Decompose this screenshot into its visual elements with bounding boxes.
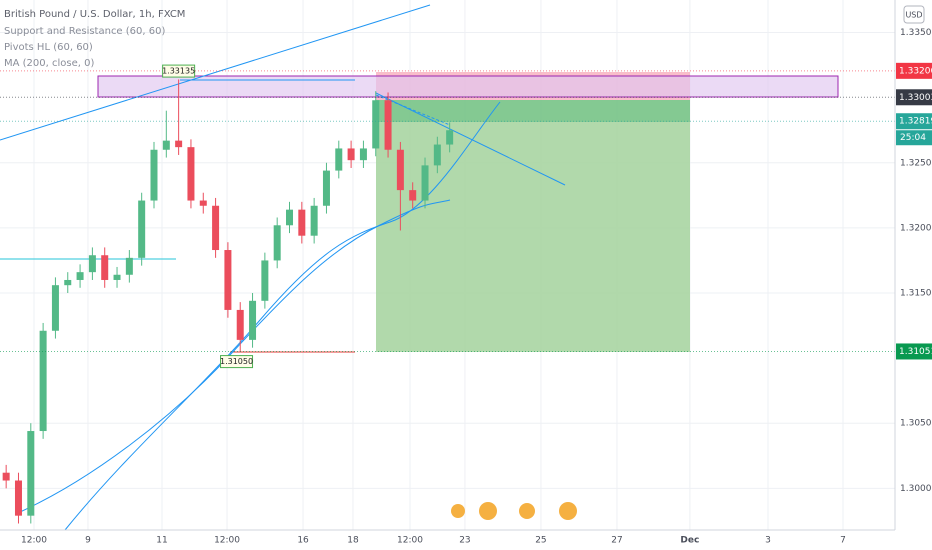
trend-line (375, 92, 566, 186)
candle-body (162, 140, 170, 150)
candle-body (372, 100, 380, 149)
x-tick-label: Dec (680, 536, 699, 546)
x-tick-label: 16 (297, 536, 309, 546)
chart-title: British Pound / U.S. Dollar, 1h, FXCM (4, 9, 185, 20)
candle-body (322, 170, 330, 206)
y-tick-label: 1.33500 (900, 28, 932, 38)
x-tick-label: 7 (840, 536, 846, 546)
y-tick-label: 1.32000 (900, 223, 932, 233)
pivot-label: 1.33135 (162, 67, 195, 76)
event-icon[interactable] (451, 504, 465, 518)
pivot-label-bg (220, 355, 254, 369)
candle-body (359, 148, 367, 161)
price-label-bg (896, 62, 932, 79)
candle-body (199, 200, 207, 206)
currency-button[interactable] (903, 5, 925, 24)
x-tick-label: 12:00 (21, 536, 47, 546)
x-tick-label: 12:00 (214, 536, 240, 546)
event-icon[interactable] (559, 502, 577, 520)
indicator-name: Pivots HL (60, 60) (4, 42, 93, 53)
candle-body (187, 147, 195, 201)
candle-body (2, 472, 10, 481)
pivot-label: 1.31050 (220, 357, 253, 366)
countdown: 25:04 (900, 133, 926, 143)
candle-body (433, 144, 441, 166)
moving-average (19, 199, 451, 513)
candle-body (76, 272, 84, 280)
currency-label: USD (905, 11, 922, 20)
candle-body (335, 148, 343, 171)
y-tick-label: 1.31500 (900, 288, 932, 298)
candle-body (138, 200, 146, 258)
candle-body (113, 274, 121, 280)
candle-body (175, 140, 183, 148)
candle-body (224, 250, 232, 310)
profit-zone (376, 122, 690, 352)
candle-body (446, 130, 454, 145)
candle-body (150, 149, 158, 201)
price-label: 1.31051 (899, 347, 932, 357)
events (451, 502, 577, 520)
x-tick-label: 3 (765, 536, 771, 546)
x-tick-label: 12:00 (397, 536, 423, 546)
x-tick-label: 27 (611, 536, 622, 546)
candle-body (64, 279, 72, 286)
price-label: 1.33003 (899, 93, 932, 103)
price-label: 1.33206 (899, 66, 932, 76)
indicator-name: MA (200, close, 0) (4, 58, 94, 69)
event-icon[interactable] (479, 502, 497, 520)
candle-body (236, 309, 244, 340)
x-tick-label: 11 (156, 536, 167, 546)
candle-body (125, 257, 133, 275)
candle-body (273, 225, 281, 261)
trend-line (64, 101, 501, 531)
event-icon[interactable] (519, 503, 535, 519)
price-label-bg (896, 89, 932, 106)
candle-body (212, 205, 220, 251)
candle-body (310, 205, 318, 236)
candles (2, 79, 454, 524)
pivot-label-bg (162, 64, 196, 78)
x-tick-label: 18 (347, 536, 359, 546)
candle-body (384, 100, 392, 150)
candle-body (409, 190, 417, 201)
candle-body (88, 255, 96, 273)
candle-body (421, 165, 429, 201)
candle-body (261, 260, 269, 301)
price-label-bg (896, 113, 932, 130)
candle-body (14, 480, 22, 516)
y-tick-label: 1.30000 (900, 484, 932, 494)
indicator-name: Support and Resistance (60, 60) (4, 26, 165, 37)
candle-body (298, 209, 306, 236)
candle-body (101, 255, 109, 280)
price-label: 1.32819 (899, 117, 932, 127)
y-tick-label: 1.32500 (900, 158, 932, 168)
candle-body (286, 209, 294, 226)
trend-line (375, 94, 451, 126)
resistance-box (97, 75, 839, 98)
price-label-bg (896, 343, 932, 360)
x-tick-label: 23 (459, 536, 470, 546)
candle-body (347, 148, 355, 161)
candle-body (249, 300, 257, 340)
overlay: 1.33135 1.31050 (0, 64, 895, 369)
candle-body (39, 330, 47, 432)
countdown-bg (896, 130, 932, 146)
legend: British Pound / U.S. Dollar, 1h, FXCM Su… (4, 9, 185, 69)
candle-body (396, 149, 404, 191)
trend-line (0, 4, 431, 141)
candle-body (27, 431, 35, 516)
target-zone (376, 100, 690, 122)
x-tick-label: 25 (535, 536, 546, 546)
candle-body (51, 285, 59, 331)
x-tick-label: 9 (85, 536, 91, 546)
y-tick-label: 1.30500 (900, 419, 932, 429)
